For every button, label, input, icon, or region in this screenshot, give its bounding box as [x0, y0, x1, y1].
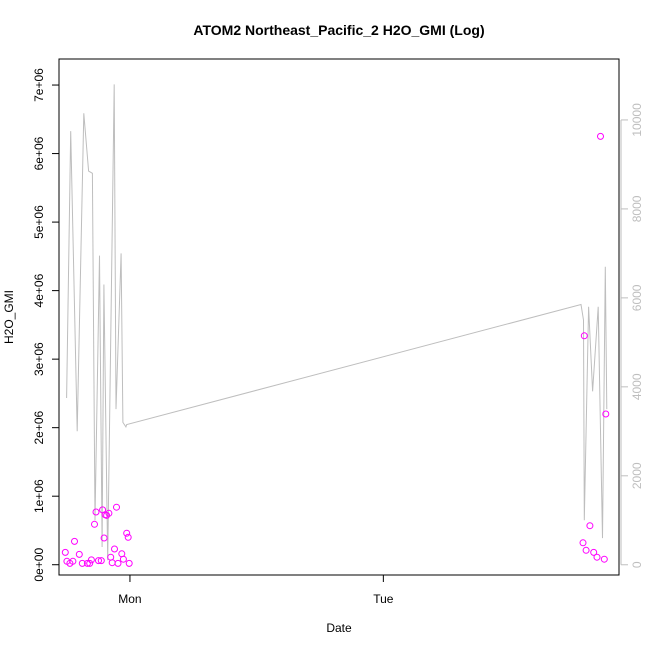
right-y-tick-label: 8000 [630, 195, 644, 222]
right-y-tick-label: 10000 [630, 103, 644, 137]
y-axis-label: H2O_GMI [2, 290, 16, 344]
data-point [95, 557, 102, 565]
x-axis: Mon Tue [118, 575, 394, 606]
data-point [78, 559, 86, 567]
data-point [586, 522, 594, 530]
data-point [100, 534, 108, 542]
data-point [119, 555, 127, 563]
chart-title: ATOM2 Northeast_Pacific_2 H2O_GMI (Log) [193, 22, 484, 38]
data-point [125, 559, 133, 567]
data-point [579, 539, 587, 547]
data-point [91, 520, 98, 528]
data-point [97, 557, 105, 565]
data-point [111, 545, 118, 553]
left-y-tick-label: 6e+06 [32, 136, 46, 170]
left-y-tick-label: 7e+06 [32, 68, 46, 102]
left-y-tick-label: 2e+06 [32, 410, 46, 444]
data-point [86, 559, 94, 567]
right-y-tick-label: 0 [630, 561, 644, 568]
right-y-tick-label: 2000 [630, 462, 644, 489]
data-point [87, 556, 95, 564]
data-point [124, 533, 132, 541]
right-y-tick-label: 6000 [630, 284, 644, 311]
data-point [123, 529, 131, 537]
line-series [66, 84, 608, 561]
data-point [580, 332, 588, 340]
data-point [582, 546, 590, 554]
data-point [600, 555, 608, 563]
data-point [113, 503, 120, 511]
left-y-axis: 0e+00 1e+06 2e+06 3e+06 4e+06 5e+06 6e+06 7e+06 [32, 68, 59, 582]
data-point [105, 509, 113, 517]
point-series [61, 132, 610, 567]
plot-frame [58, 58, 620, 576]
left-y-tick-label: 3e+06 [32, 342, 46, 376]
data-point [103, 511, 111, 519]
data-point [590, 548, 598, 556]
left-y-tick-label: 4e+06 [32, 273, 46, 307]
right-y-axis: 0 2000 4000 6000 8000 10000 [620, 103, 644, 568]
left-y-tick-label: 5e+06 [32, 205, 46, 239]
data-point [83, 559, 91, 567]
left-y-tick-label: 1e+06 [32, 479, 46, 513]
data-point [71, 537, 78, 545]
data-point [108, 559, 116, 567]
x-axis-label: Date [326, 621, 352, 635]
right-y-tick-label: 4000 [630, 373, 644, 400]
x-tick-label: Tue [373, 592, 394, 606]
data-point [92, 508, 100, 516]
data-point [602, 410, 610, 418]
data-point [597, 132, 604, 140]
data-point [69, 557, 77, 565]
data-point [114, 559, 122, 567]
data-point [61, 548, 69, 556]
data-point [593, 553, 601, 561]
left-y-tick-label: 0e+00 [32, 548, 46, 582]
series-line [66, 84, 608, 561]
data-point [75, 550, 83, 558]
x-tick-label: Mon [118, 592, 141, 606]
